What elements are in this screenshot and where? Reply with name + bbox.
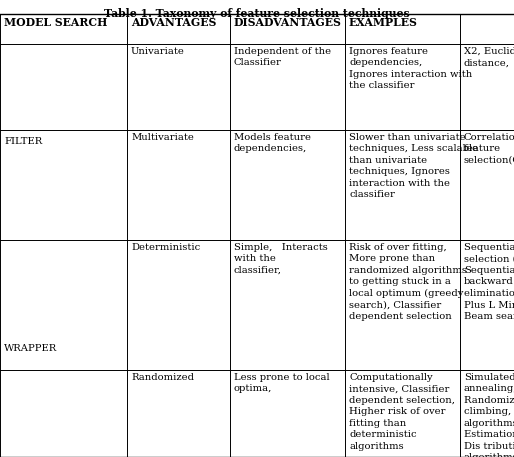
Text: X2, Euclidian
distance,: X2, Euclidian distance,: [464, 47, 514, 68]
Text: Sequential forward
selection (SFS),
Sequential
backward
elimination (SBE),
Plus : Sequential forward selection (SFS), Sequ…: [464, 243, 514, 321]
Text: DISADVANTAGES: DISADVANTAGES: [234, 17, 342, 28]
Text: Risk of over fitting,
More prone than
randomized algorithms
to getting stuck in : Risk of over fitting, More prone than ra…: [349, 243, 467, 321]
Text: WRAPPER: WRAPPER: [4, 344, 57, 353]
Text: Simulated
annealing,
Randomized hill
climbing, Genetic
algorithms,
Estimation of: Simulated annealing, Randomized hill cli…: [464, 373, 514, 457]
Text: Univariate: Univariate: [131, 47, 185, 56]
Text: Deterministic: Deterministic: [131, 243, 200, 252]
Text: Independent of the
Classifier: Independent of the Classifier: [234, 47, 331, 68]
Text: Randomized: Randomized: [131, 373, 194, 382]
Text: Correlation-based
feature
selection(CFS),: Correlation-based feature selection(CFS)…: [464, 133, 514, 165]
Text: Models feature
dependencies,: Models feature dependencies,: [234, 133, 311, 154]
Text: Computationally
intensive, Classifier
dependent selection,
Higher risk of over
f: Computationally intensive, Classifier de…: [349, 373, 455, 451]
Text: MODEL SEARCH: MODEL SEARCH: [4, 17, 107, 28]
Text: Multivariate: Multivariate: [131, 133, 194, 142]
Text: FILTER: FILTER: [4, 138, 42, 147]
Text: Ignores feature
dependencies,
Ignores interaction with
the classifier: Ignores feature dependencies, Ignores in…: [349, 47, 472, 90]
Text: EXAMPLES: EXAMPLES: [349, 17, 418, 28]
Text: ADVANTAGES: ADVANTAGES: [131, 17, 216, 28]
Text: Table 1. Taxonomy of feature selection techniques: Table 1. Taxonomy of feature selection t…: [104, 8, 410, 19]
Text: Simple,   Interacts
with the
classifier,: Simple, Interacts with the classifier,: [234, 243, 328, 275]
Text: Slower than univariate
techniques, Less scalable
than univariate
techniques, Ign: Slower than univariate techniques, Less …: [349, 133, 478, 199]
Text: Less prone to local
optima,: Less prone to local optima,: [234, 373, 329, 393]
